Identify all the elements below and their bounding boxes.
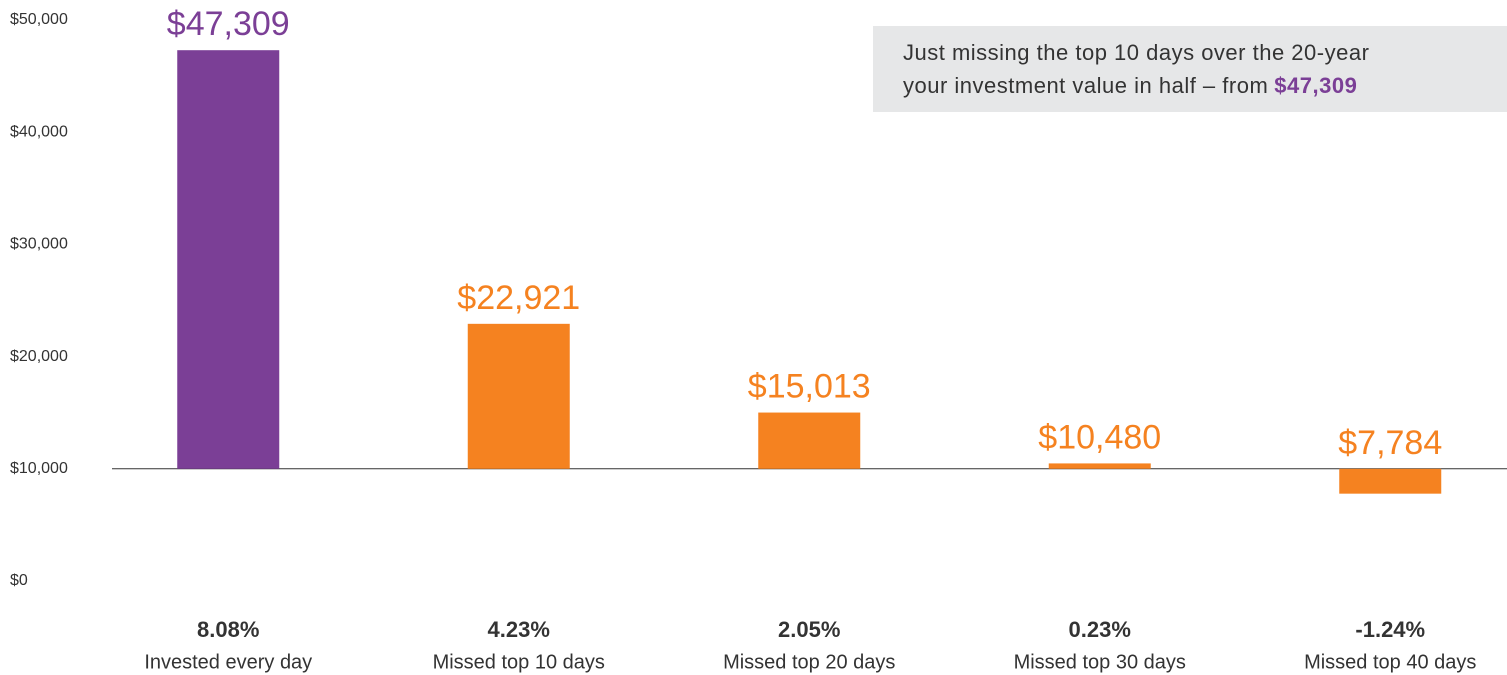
- annotation-line: your investment value in half – from $47,…: [903, 69, 1507, 102]
- bar: [758, 412, 861, 469]
- value-label: $15,013: [748, 368, 871, 406]
- x-tick-label: Missed top 10 days: [433, 651, 605, 673]
- return-label: 0.23%: [1069, 617, 1131, 642]
- return-label: 2.05%: [778, 617, 840, 642]
- value-label: $47,309: [167, 5, 290, 43]
- bar: [177, 50, 280, 469]
- annotation-text: your investment value in half – from: [903, 73, 1269, 98]
- x-tick-label: Invested every day: [144, 651, 312, 673]
- value-label: $22,921: [457, 279, 580, 317]
- x-tick-label: Missed top 40 days: [1304, 651, 1476, 673]
- annotation-box: Just missing the top 10 days over the 20…: [873, 26, 1507, 112]
- x-tick-label: Missed top 20 days: [723, 651, 895, 673]
- bar: [1339, 468, 1442, 494]
- y-tick-label: $30,000: [10, 236, 68, 253]
- y-tick-label: $20,000: [10, 348, 68, 365]
- annotation-line: Just missing the top 10 days over the 20…: [903, 40, 1370, 65]
- y-tick-label: $0: [10, 572, 28, 589]
- value-label: $7,784: [1338, 424, 1442, 462]
- annotation-highlight: $47,309: [1274, 73, 1358, 98]
- y-tick-label: $50,000: [10, 11, 68, 28]
- return-label: 8.08%: [197, 617, 259, 642]
- x-tick-label: Missed top 30 days: [1014, 651, 1186, 673]
- value-label: $10,480: [1038, 418, 1161, 456]
- y-tick-label: $40,000: [10, 123, 68, 140]
- bar: [1048, 463, 1151, 469]
- return-label: 4.23%: [488, 617, 550, 642]
- return-label: -1.24%: [1355, 617, 1425, 642]
- bar: [467, 323, 570, 469]
- y-tick-label: $10,000: [10, 460, 68, 477]
